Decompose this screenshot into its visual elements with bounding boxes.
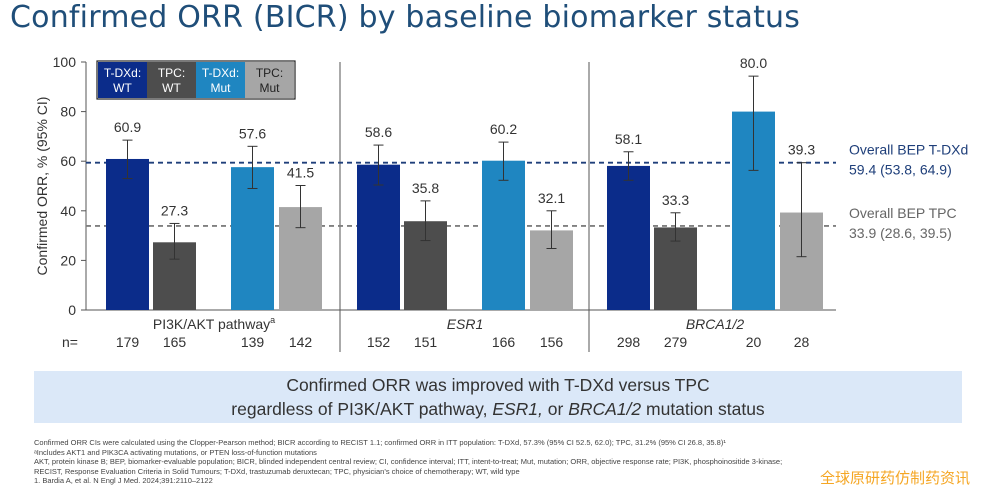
callout-line-2: regardless of PI3K/AKT pathway, ESR1, or… <box>34 397 962 421</box>
data-label: 58.6 <box>365 124 392 140</box>
group-label: ESR1 <box>447 316 484 332</box>
n-label: 165 <box>163 334 187 350</box>
reference-value: 59.4 (53.8, 64.9) <box>849 162 952 178</box>
n-label: 156 <box>540 334 564 350</box>
n-label: 298 <box>617 334 641 350</box>
callout-text: regardless of PI3K/AKT pathway, <box>231 399 493 419</box>
bar <box>607 165 650 310</box>
callout-text: or <box>542 399 569 419</box>
page-title: Confirmed ORR (BICR) by baseline biomark… <box>10 0 801 35</box>
group-label-superscript: a <box>270 315 275 325</box>
y-tick-label: 100 <box>53 54 77 70</box>
footnote-a: ᵃIncludes AKT1 and PIK3CA activating mut… <box>34 447 317 457</box>
legend-label: Mut <box>210 81 231 95</box>
legend-label: TPC: <box>256 66 283 80</box>
footnote-reference: 1. Bardia A, et al. N Engl J Med. 2024;3… <box>34 476 213 486</box>
legend-swatch <box>196 62 245 98</box>
n-label: 152 <box>367 334 391 350</box>
group-label: PI3K/AKT pathwaya <box>153 315 275 332</box>
legend-label: WT <box>162 81 181 95</box>
orr-bar-chart: 0 20 40 60 80 100 Confirmed ORR, % (95% CI) Ove… <box>34 54 968 352</box>
y-axis-label: Confirmed ORR, % (95% CI) <box>34 97 50 276</box>
y-tick-label: 80 <box>60 104 76 120</box>
reference-label: Overall BEP T-DXd <box>849 142 968 158</box>
bar <box>106 158 149 310</box>
y-tick-label: 0 <box>68 302 76 318</box>
bar <box>357 164 400 310</box>
n-label: 20 <box>746 334 762 350</box>
data-label: 32.1 <box>538 190 565 206</box>
y-tick-label: 20 <box>60 252 76 268</box>
n-label: 142 <box>289 334 313 350</box>
data-label: 58.1 <box>615 131 642 147</box>
n-label: 151 <box>414 334 438 350</box>
n-prefix: n= <box>62 334 78 350</box>
y-tick-label: 60 <box>60 153 76 169</box>
callout-esr1: ESR1, <box>492 399 543 419</box>
data-label: 60.2 <box>490 121 517 137</box>
footnote-abbreviations-2: RECIST, Response Evaluation Criteria in … <box>34 466 520 476</box>
n-label: 28 <box>794 334 810 350</box>
legend-label: Mut <box>259 81 280 95</box>
data-label: 57.6 <box>239 125 266 141</box>
reference-label: Overall BEP TPC <box>849 205 957 221</box>
legend-label: TPC: <box>158 66 185 80</box>
reference-value: 33.9 (28.6, 39.5) <box>849 225 952 241</box>
data-label: 41.5 <box>287 165 314 181</box>
data-label: 80.0 <box>740 55 767 71</box>
legend-label: T-DXd: <box>104 66 141 80</box>
callout-text: mutation status <box>641 399 765 419</box>
key-message-callout: Confirmed ORR was improved with T-DXd ve… <box>34 371 962 423</box>
n-label: 279 <box>664 334 688 350</box>
legend-swatch <box>245 62 294 98</box>
n-label: 139 <box>241 334 265 350</box>
footnotes: Confirmed ORR CIs were calculated using … <box>34 438 954 486</box>
legend-swatch <box>147 62 196 98</box>
group-label: BRCA1/2 <box>686 316 745 332</box>
legend-swatch <box>98 62 147 98</box>
callout-line-1: Confirmed ORR was improved with T-DXd ve… <box>286 375 710 395</box>
footnote-abbreviations: AKT, protein kinase B; BEP, biomarker-ev… <box>34 457 783 467</box>
watermark: 全球原研药仿制药资讯 <box>819 469 970 487</box>
legend-label: T-DXd: <box>202 66 239 80</box>
data-label: 60.9 <box>114 119 141 135</box>
bar <box>231 167 274 310</box>
n-label: 166 <box>492 334 516 350</box>
bar <box>482 160 525 310</box>
footnote-ci-method: Confirmed ORR CIs were calculated using … <box>34 438 726 447</box>
legend-border <box>96 60 296 100</box>
y-tick-label: 40 <box>60 203 76 219</box>
n-label: 179 <box>116 334 140 350</box>
data-label: 39.3 <box>788 142 815 158</box>
data-label: 35.8 <box>412 180 439 196</box>
legend-label: WT <box>113 81 132 95</box>
data-label: 33.3 <box>662 192 689 208</box>
data-label: 27.3 <box>161 202 188 218</box>
callout-brca: BRCA1/2 <box>568 399 642 419</box>
